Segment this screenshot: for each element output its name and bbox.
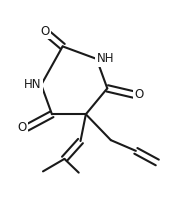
Text: O: O — [134, 88, 143, 101]
Text: O: O — [18, 121, 27, 134]
Text: HN: HN — [24, 78, 41, 91]
Text: NH: NH — [97, 52, 114, 65]
Text: O: O — [40, 25, 49, 38]
